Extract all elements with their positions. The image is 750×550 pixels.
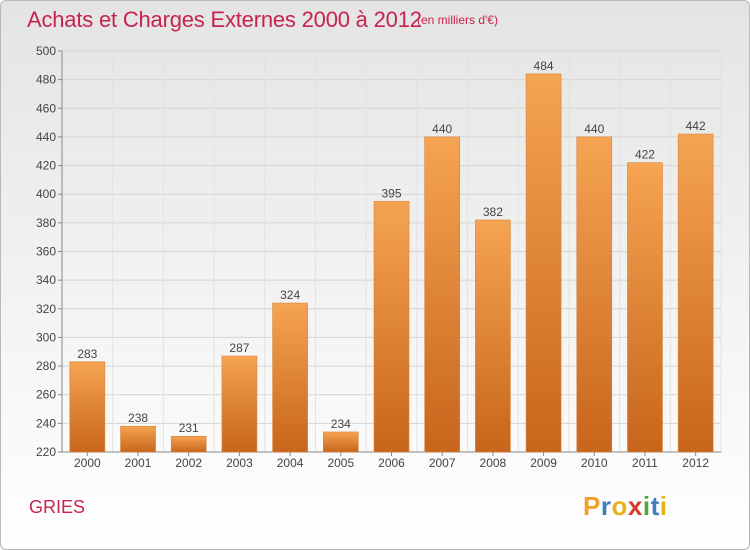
bar — [576, 136, 613, 453]
x-tick-label: 2012 — [682, 456, 709, 470]
logo-letter: x — [627, 491, 643, 521]
x-tick-label: 2005 — [327, 456, 354, 470]
y-tick-label: 480 — [36, 73, 56, 87]
bar — [677, 133, 714, 453]
x-tick-label: 2003 — [226, 456, 253, 470]
x-tick-label: 2001 — [125, 456, 152, 470]
data-label: 440 — [584, 122, 604, 136]
data-label: 395 — [381, 186, 401, 200]
y-tick-label: 380 — [36, 216, 56, 230]
x-tick-label: 2008 — [480, 456, 507, 470]
data-label: 440 — [432, 122, 452, 136]
axes: 220 240 260 280 300 320 340 360 380 400 420 440 460 4… — [36, 44, 721, 470]
bar — [627, 162, 663, 453]
y-tick-label: 500 — [36, 44, 56, 58]
data-label: 231 — [179, 421, 199, 435]
bar — [272, 302, 308, 453]
x-tick-label: 2009 — [530, 456, 557, 470]
chart-subtitle: (en milliers d'€) — [417, 13, 498, 27]
x-tick-label: 2000 — [74, 456, 101, 470]
logo-letter: i — [659, 491, 668, 521]
data-label: 382 — [483, 205, 503, 219]
data-label: 484 — [534, 59, 554, 73]
y-tick-label: 220 — [36, 445, 56, 459]
logo-letter: r — [600, 491, 612, 521]
y-tick-label: 340 — [36, 273, 56, 287]
y-tick-label: 420 — [36, 159, 56, 173]
data-label: 238 — [128, 411, 148, 425]
bar — [525, 73, 562, 453]
logo-letter: i — [642, 491, 651, 521]
data-label: 283 — [77, 347, 97, 361]
x-tick-label: 2007 — [429, 456, 456, 470]
y-tick-label: 300 — [36, 330, 56, 344]
bar — [424, 136, 460, 453]
chart-title: Achats et Charges Externes 2000 à 2012 — [27, 7, 422, 32]
bars — [69, 73, 714, 453]
y-tick-label: 400 — [36, 187, 56, 201]
y-tick-label: 440 — [36, 130, 56, 144]
y-tick-label: 280 — [36, 359, 56, 373]
data-label: 234 — [331, 417, 351, 431]
y-tick-label: 460 — [36, 101, 56, 115]
logo-letter: o — [611, 491, 628, 521]
y-tick-label: 260 — [36, 388, 56, 402]
bar — [475, 219, 511, 453]
data-label: 422 — [635, 148, 655, 162]
proxiti-logo[interactable]: Proxiti — [583, 491, 667, 522]
data-label: 324 — [280, 288, 300, 302]
data-label: 442 — [686, 119, 706, 133]
y-tick-label: 320 — [36, 302, 56, 316]
bar — [373, 201, 410, 453]
bar — [221, 355, 258, 453]
bar — [170, 435, 207, 453]
y-tick-label: 360 — [36, 245, 56, 259]
x-tick-label: 2011 — [632, 456, 658, 470]
y-tick-label: 240 — [36, 416, 56, 430]
bar — [120, 425, 156, 453]
x-tick-label: 2002 — [175, 456, 202, 470]
logo-letter: t — [650, 491, 660, 521]
bar — [323, 431, 359, 453]
commune-name: GRIES — [29, 497, 86, 517]
x-tick-label: 2006 — [378, 456, 405, 470]
data-label: 287 — [229, 341, 249, 355]
labels: 283 238 231 287 324 234 395 440 382 484 440 422 442 — [77, 59, 706, 435]
bar — [69, 361, 106, 453]
x-tick-label: 2004 — [277, 456, 304, 470]
logo-letter: P — [583, 491, 601, 521]
x-tick-label: 2010 — [581, 456, 608, 470]
